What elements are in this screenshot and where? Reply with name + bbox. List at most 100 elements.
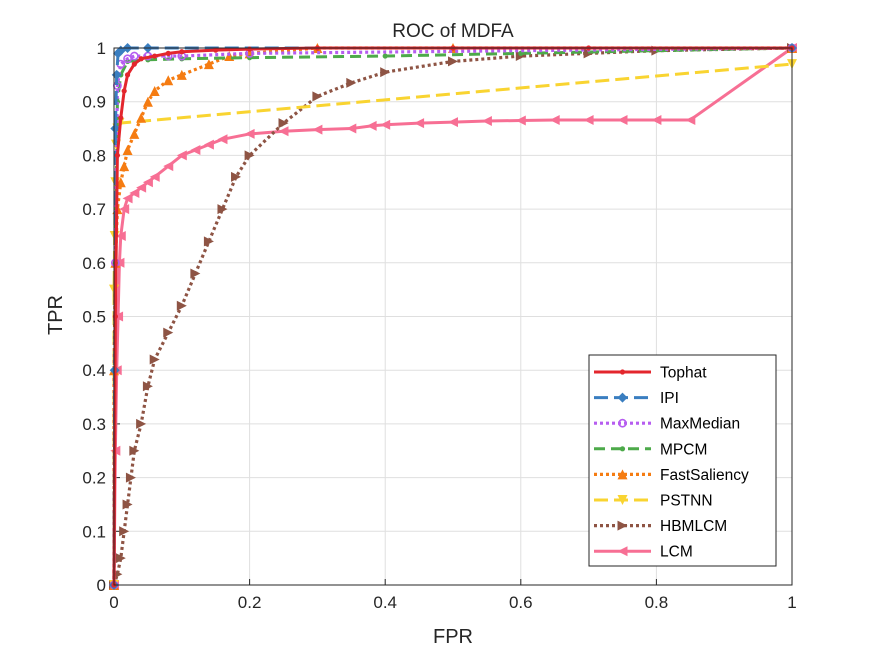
legend-label: PSTNN: [660, 493, 713, 510]
legend-box: [588, 354, 777, 567]
data-point: [122, 193, 133, 204]
data-point: [142, 96, 153, 107]
y-tick-label: 1: [97, 39, 106, 58]
axes-box: [113, 47, 793, 586]
legend-label: HBMLCM: [660, 518, 727, 535]
data-point: [549, 114, 560, 125]
x-tick-label: 0.8: [645, 593, 669, 612]
data-point: [651, 114, 662, 125]
data-point: [142, 177, 153, 188]
tick-labels: 0 0.2 0.4 0.6 0.8 1 0 0.1 0.2 0.3 0.4 0.5 0.6 0.7 0.8 0…: [82, 39, 796, 612]
data-point: [414, 118, 425, 129]
data-point: [113, 311, 124, 322]
legend-marker: [617, 392, 628, 403]
y-axis-label: TPR: [45, 295, 67, 335]
y-tick-label: 0.7: [82, 200, 106, 219]
x-tick-label: 0.4: [373, 593, 397, 612]
data-point: [149, 354, 160, 365]
data-point: [124, 72, 131, 78]
data-point: [481, 116, 492, 127]
y-tick-label: 0.6: [82, 254, 106, 273]
data-point: [366, 120, 377, 131]
legend-marker: [618, 418, 627, 428]
x-tick-label: 0.2: [238, 593, 262, 612]
legend-marker: [617, 520, 628, 531]
data-point: [217, 204, 228, 215]
x-axis-label: FPR: [433, 626, 473, 648]
x-tick-label: 1: [787, 593, 796, 612]
data-point: [129, 128, 140, 139]
data-point: [129, 187, 140, 198]
data-point: [131, 61, 137, 67]
data-point: [129, 445, 140, 456]
data-point: [278, 126, 289, 137]
data-point: [380, 119, 391, 130]
data-point: [163, 327, 174, 338]
data-point: [149, 171, 160, 182]
legend-marker: [617, 546, 628, 557]
legend-label: Tophat: [660, 365, 707, 382]
data-point: [247, 46, 253, 52]
legend-marker: [617, 495, 628, 505]
data-point: [312, 91, 323, 102]
data-point: [142, 381, 153, 392]
data-point: [448, 56, 458, 67]
series-lcm: [109, 43, 797, 590]
data-point: [190, 145, 201, 156]
data-point: [125, 472, 136, 483]
data-point: [203, 139, 214, 150]
data-point: [346, 77, 357, 88]
data-point: [176, 150, 187, 161]
data-point: [515, 115, 526, 126]
y-tick-label: 0.2: [82, 469, 106, 488]
legend-marker: [619, 369, 626, 375]
y-tick-label: 0.3: [82, 415, 106, 434]
data-point: [163, 75, 174, 86]
data-point: [244, 128, 255, 139]
data-point: [231, 171, 242, 182]
data-point: [119, 204, 130, 215]
y-tick-label: 0.5: [82, 308, 106, 327]
data-point: [121, 88, 127, 94]
data-point: [179, 49, 185, 55]
x-tick-label: 0: [109, 593, 118, 612]
data-point: [122, 145, 133, 156]
data-point: [152, 53, 158, 59]
data-point: [115, 230, 126, 241]
data-point: [118, 115, 124, 121]
x-tick-label: 0.6: [509, 593, 533, 612]
y-tick-label: 0: [97, 576, 106, 595]
y-tick-label: 0.4: [82, 361, 106, 380]
data-point: [114, 152, 120, 158]
data-point: [213, 47, 219, 53]
legend-marker: [617, 469, 628, 480]
y-tick-label: 0.8: [82, 146, 106, 165]
data-point: [190, 268, 201, 279]
series-line: [112, 46, 793, 586]
legend-marker: [619, 446, 626, 452]
legend-label: IPI: [660, 390, 679, 407]
data-point: [382, 53, 388, 59]
data-point: [110, 123, 121, 134]
data-point: [136, 418, 147, 429]
data-point: [583, 114, 594, 125]
data-point: [176, 300, 187, 311]
legend-label: MaxMedian: [660, 416, 740, 433]
data-point: [203, 59, 214, 70]
data-point: [244, 150, 255, 161]
data-point: [119, 161, 130, 172]
data-point: [176, 69, 187, 80]
y-tick-label: 0.9: [82, 93, 106, 112]
legend-label: FastSaliency: [660, 467, 749, 484]
legend-label: MPCM: [660, 441, 707, 458]
data-point: [136, 112, 147, 123]
data-point: [119, 526, 130, 537]
data-point: [217, 134, 228, 145]
data-point: [115, 553, 126, 564]
data-point: [278, 118, 289, 129]
data-point: [380, 67, 391, 78]
plot-area: [109, 43, 797, 590]
data-point: [129, 51, 139, 61]
y-tick-label: 0.1: [82, 522, 106, 541]
